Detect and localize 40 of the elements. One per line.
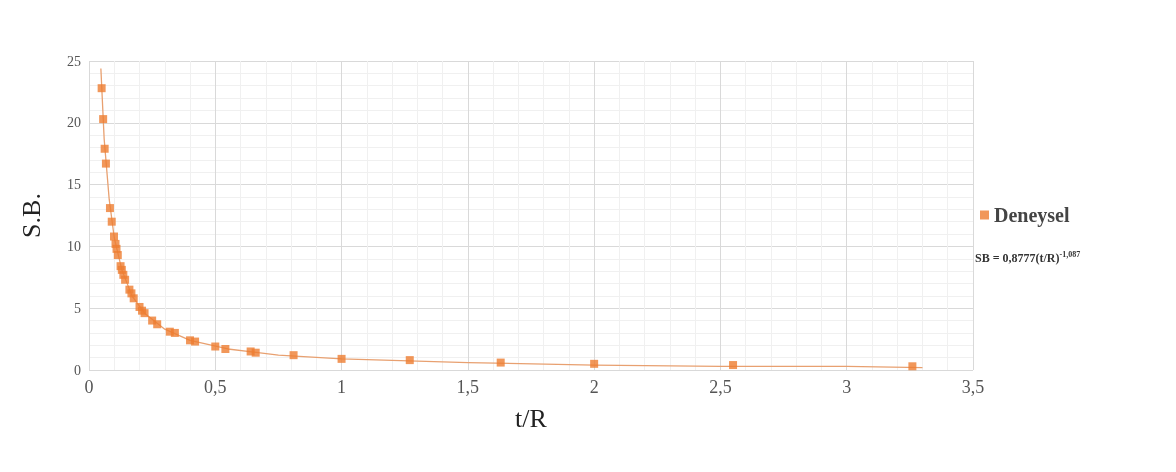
point [105,204,114,213]
y-tick-label: 15 [67,177,81,193]
point [121,275,130,284]
point [337,354,346,363]
point [99,115,108,124]
point [729,361,738,370]
y-axis-title: S.B. [16,193,46,238]
x-tick-label: 2 [589,377,599,397]
point [110,232,118,241]
point [221,344,230,353]
point [590,359,599,368]
point [107,217,116,226]
point [97,84,106,93]
point [101,159,110,168]
y-tick-label: 5 [74,300,81,316]
point [129,294,138,303]
y-tick-label: 20 [67,115,81,131]
x-tick-label: 3,5 [961,377,985,397]
point [100,144,109,153]
point [211,342,220,351]
x-tick-label: 1 [337,377,347,397]
line-series [100,67,924,369]
point [289,351,298,360]
legend-label: Deneysel [994,204,1070,227]
y-tick-label: 0 [74,362,81,378]
x-tick-label: 2,5 [709,377,732,397]
point [113,251,122,260]
x-tick-label: 0,5 [204,377,227,397]
x-tick-label: 1,5 [456,377,480,397]
point [191,337,200,346]
point [251,348,260,357]
point [908,362,917,371]
y-tick-label: 25 [67,53,81,69]
point [496,358,505,367]
x-tick-label: 3 [842,377,852,397]
x-axis-title: t/R [515,403,548,433]
point [405,356,414,365]
y-tick-label: 10 [67,238,81,254]
point [153,320,162,329]
point [170,328,179,337]
